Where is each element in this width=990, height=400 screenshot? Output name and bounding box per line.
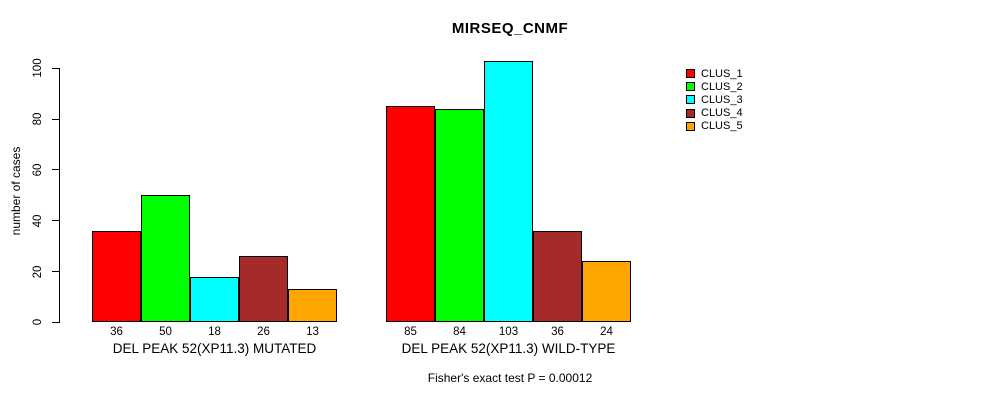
legend-swatch-clus_1 bbox=[686, 69, 695, 79]
bar-value-label: 18 bbox=[208, 326, 221, 338]
y-tick-label: 60 bbox=[32, 163, 44, 177]
bar-value-label: 84 bbox=[453, 326, 466, 338]
legend-swatch-clus_2 bbox=[686, 82, 695, 92]
legend-swatch-clus_5 bbox=[686, 121, 695, 131]
bar-clus_4 bbox=[533, 230, 582, 323]
bar-clus_3 bbox=[484, 60, 533, 323]
legend-label: CLUS_3 bbox=[701, 93, 743, 106]
bar-clus_3 bbox=[190, 276, 239, 323]
y-axis-line bbox=[59, 68, 60, 323]
y-tick-label: 80 bbox=[32, 112, 44, 126]
legend-label: CLUS_2 bbox=[701, 80, 743, 93]
y-tick bbox=[52, 271, 59, 272]
y-tick-label: 20 bbox=[32, 265, 44, 278]
legend-row: CLUS_4 bbox=[686, 107, 743, 120]
y-tick bbox=[52, 169, 59, 171]
chart-title: MIRSEQ_CNMF bbox=[451, 20, 569, 37]
legend-row: CLUS_1 bbox=[686, 67, 743, 80]
bar-clus_2 bbox=[141, 195, 190, 323]
bar-value-label: 26 bbox=[257, 326, 270, 338]
group-label: DEL PEAK 52(XP11.3) MUTATED bbox=[112, 341, 317, 356]
y-tick bbox=[52, 118, 59, 120]
fisher-test-note: Fisher's exact test P = 0.00012 bbox=[427, 371, 593, 385]
legend-swatch-clus_3 bbox=[686, 95, 695, 105]
y-tick bbox=[52, 220, 59, 222]
bar-clus_1 bbox=[386, 106, 435, 323]
bar-clus_4 bbox=[239, 256, 288, 323]
legend-label: CLUS_1 bbox=[701, 67, 743, 80]
bar-value-label: 13 bbox=[306, 326, 319, 338]
y-tick-label: 0 bbox=[32, 319, 44, 326]
bar-value-label: 36 bbox=[110, 326, 123, 338]
y-tick-label: 100 bbox=[32, 58, 44, 78]
legend-swatch-clus_4 bbox=[686, 108, 695, 118]
legend-row: CLUS_3 bbox=[686, 93, 743, 106]
bar-clus_1 bbox=[92, 230, 141, 323]
bar-value-label: 24 bbox=[600, 326, 613, 338]
y-tick bbox=[52, 321, 59, 323]
y-tick-label: 40 bbox=[32, 214, 44, 228]
legend-row: CLUS_5 bbox=[686, 120, 743, 133]
y-tick bbox=[52, 67, 59, 69]
bar-value-label: 50 bbox=[159, 326, 172, 338]
legend-label: CLUS_5 bbox=[701, 120, 743, 133]
y-axis-title: number of cases bbox=[9, 146, 23, 236]
legend-label: CLUS_4 bbox=[701, 107, 743, 120]
bar-clus_5 bbox=[582, 261, 631, 323]
bar-clus_5 bbox=[288, 289, 337, 323]
bar-clus_2 bbox=[435, 108, 484, 323]
group-label: DEL PEAK 52(XP11.3) WILD-TYPE bbox=[401, 341, 616, 356]
legend-row: CLUS_2 bbox=[686, 80, 743, 93]
bar-value-label: 103 bbox=[498, 326, 519, 338]
bar-value-label: 85 bbox=[404, 326, 417, 338]
legend: CLUS_1 CLUS_2 CLUS_3 CLUS_4 CLUS_5 bbox=[686, 67, 743, 133]
bar-value-label: 36 bbox=[551, 326, 564, 338]
